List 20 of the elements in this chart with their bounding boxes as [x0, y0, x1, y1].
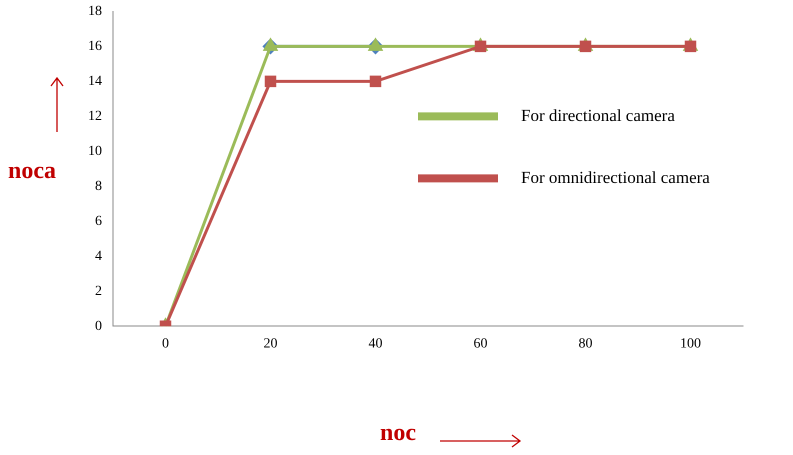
- legend-label: For omnidirectional camera: [521, 168, 710, 187]
- y-tick-label: 6: [95, 214, 102, 229]
- y-tick-label: 10: [88, 144, 102, 159]
- y-tick-label: 14: [88, 74, 102, 90]
- x-axis-title: noc: [380, 420, 416, 447]
- x-tick-label: 0: [162, 336, 169, 352]
- x-tick-label: 20: [264, 336, 278, 352]
- y-tick-label: 2: [95, 284, 102, 299]
- y-tick-label: 4: [95, 248, 102, 264]
- y-tick-label: 18: [88, 4, 102, 20]
- y-axis-title: noca: [8, 158, 56, 185]
- y-tick-label: 12: [88, 109, 102, 124]
- x-tick-label: 80: [578, 336, 592, 352]
- x-tick-label: 40: [368, 336, 382, 352]
- y-tick-label: 0: [95, 318, 102, 334]
- y-tick-label: 8: [95, 178, 102, 194]
- legend-label: For directional camera: [521, 106, 676, 125]
- y-tick-label: 16: [88, 39, 102, 54]
- x-tick-label: 100: [680, 336, 701, 352]
- x-tick-label: 60: [474, 336, 488, 352]
